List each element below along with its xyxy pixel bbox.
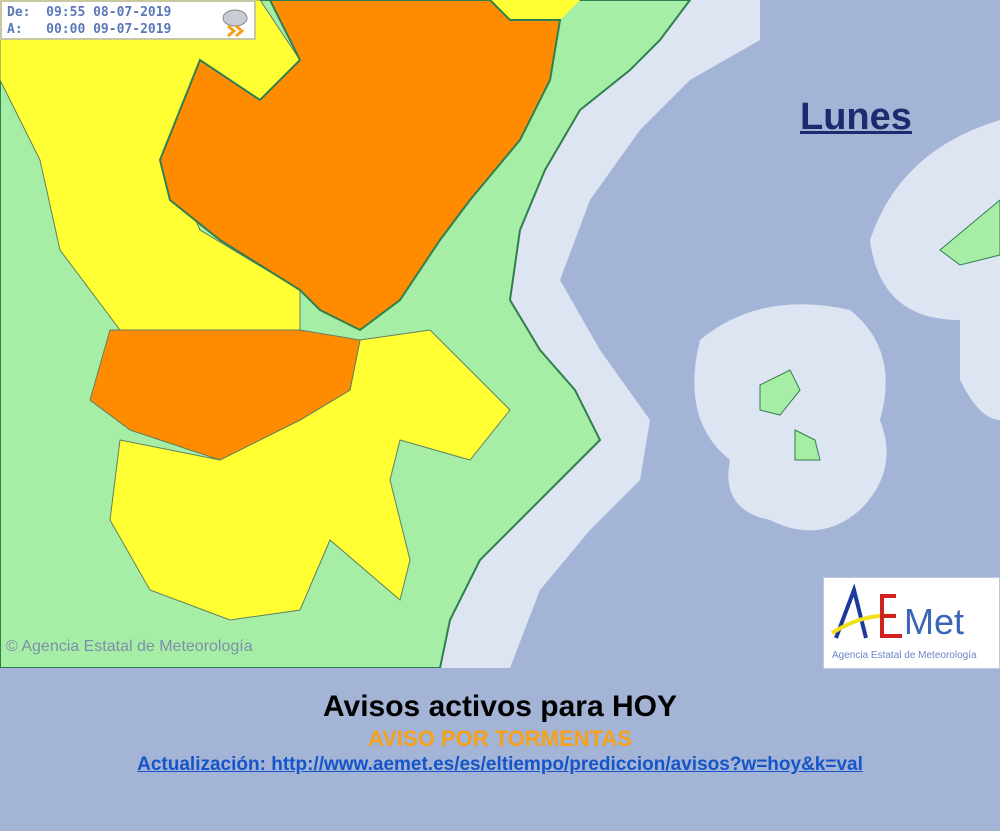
from-time: 09:55 bbox=[46, 5, 86, 20]
from-date: 08-07-2019 bbox=[93, 5, 172, 20]
coastal-buffer-ibiza bbox=[694, 304, 887, 531]
coastal-buffer-east bbox=[870, 120, 1000, 420]
to-time: 00:00 bbox=[46, 22, 86, 37]
thunderstorm-icon bbox=[222, 9, 248, 38]
svg-text:Met: Met bbox=[904, 601, 964, 642]
warning-type: AVISO POR TORMENTAS bbox=[367, 726, 633, 751]
region-orange bbox=[158, 0, 562, 332]
update-url[interactable]: http://www.aemet.es/es/eltiempo/predicci… bbox=[271, 754, 863, 775]
ibiza bbox=[759, 369, 821, 461]
day-label: Lunes bbox=[800, 96, 912, 138]
copyright: © Agencia Estatal de Meteorología bbox=[6, 638, 253, 655]
footer: Avisos activos para HOY AVISO POR TORMEN… bbox=[0, 668, 1000, 831]
mallorca bbox=[939, 199, 1000, 266]
to-label: A: bbox=[7, 22, 23, 37]
validity-box: De: 09:55 08-07-2019 A: 00:00 09-07-2019 bbox=[0, 0, 256, 40]
region-orange bbox=[89, 329, 361, 461]
to-date: 09-07-2019 bbox=[93, 22, 172, 37]
footer-title: Avisos activos para HOY bbox=[322, 690, 678, 723]
warning-map bbox=[0, 0, 1000, 668]
from-label: De: bbox=[7, 5, 31, 20]
update-link[interactable]: Actualización: http://www.aemet.es/es/el… bbox=[0, 754, 1000, 776]
region-yellow bbox=[490, 0, 580, 20]
svg-text:Agencia Estatal de Meteorologí: Agencia Estatal de Meteorología bbox=[832, 650, 977, 661]
update-label: Actualización: bbox=[137, 754, 266, 775]
aemet-logo: Met Agencia Estatal de Meteorología bbox=[823, 577, 1000, 669]
